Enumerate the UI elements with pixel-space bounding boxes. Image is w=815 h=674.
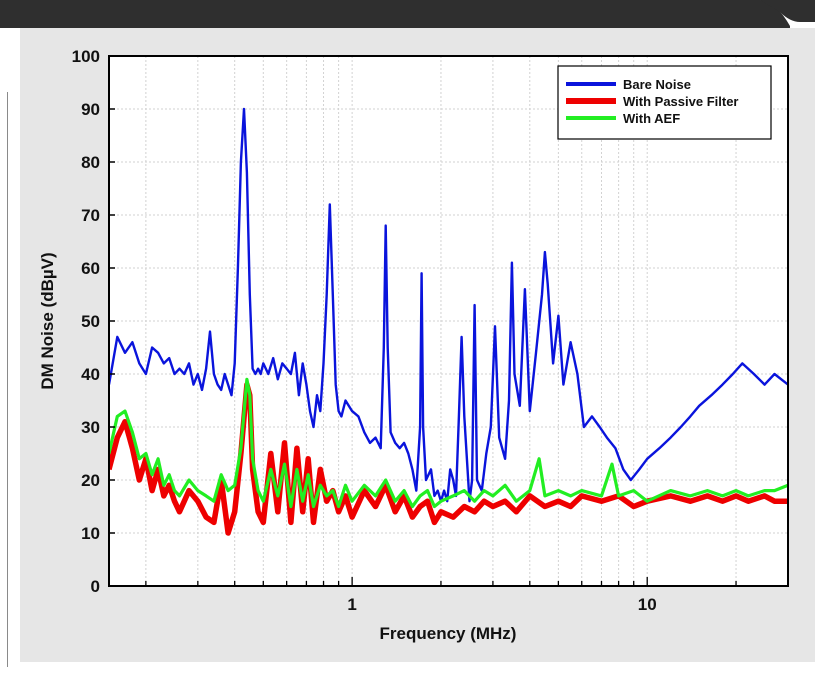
series-line-3 [109,377,788,509]
y-axis-ticks: 0 10 20 30 40 50 60 70 80 90 100 [72,47,115,596]
y-tick-label: 0 [91,577,100,596]
y-axis-title: DM Noise (dBµV) [38,252,57,389]
y-tick-label: 90 [81,100,100,119]
left-divider [7,92,8,667]
top-banner-shape [0,0,815,28]
y-tick-label: 40 [81,365,100,384]
figure-panel: 0 10 20 30 40 50 60 70 80 90 100 1 10 Frequency (MH… [20,28,815,662]
legend-label: With Passive Filter [623,94,738,109]
series-layer [109,107,788,536]
series-line-2 [109,381,788,536]
series-line-1 [109,107,788,503]
legend: Bare Noise With Passive Filter With AEF [557,65,772,140]
legend-label: Bare Noise [623,77,691,92]
y-tick-label: 100 [72,47,100,66]
legend-label: With AEF [623,111,680,126]
y-tick-label: 60 [81,259,100,278]
y-tick-label: 30 [81,418,100,437]
y-tick-label: 20 [81,471,100,490]
x-tick-label: 10 [638,595,657,614]
y-tick-label: 70 [81,206,100,225]
x-tick-label: 1 [347,595,356,614]
y-tick-label: 50 [81,312,100,331]
y-tick-label: 80 [81,153,100,172]
top-banner [0,0,815,28]
x-axis-ticks: 1 10 [145,577,789,614]
x-axis-title: Frequency (MHz) [380,624,517,643]
y-tick-label: 10 [81,524,100,543]
